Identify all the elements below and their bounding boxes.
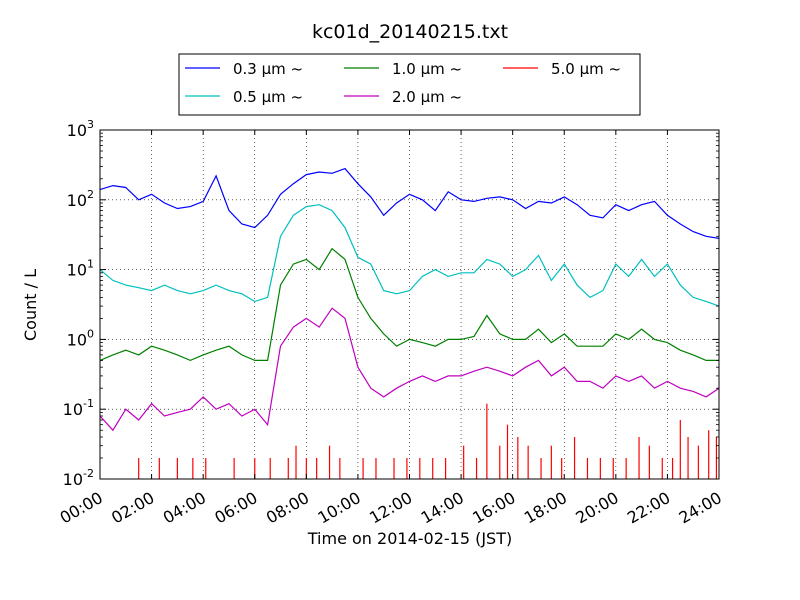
y-tick-label: 102 <box>67 188 94 210</box>
x-tick-label: 06:00 <box>211 488 260 528</box>
legend-label: 0.5 μm ~ <box>233 88 303 106</box>
legend-label: 5.0 μm ~ <box>551 60 621 78</box>
y-axis-label: Count / L <box>21 269 40 341</box>
y-tick-base: 10 <box>67 191 87 210</box>
y-tick-base: 10 <box>63 400 83 419</box>
legend-box <box>178 53 641 116</box>
x-tick-label: 10:00 <box>314 488 363 528</box>
plot-area <box>100 130 719 479</box>
y-tick-exponent: 1 <box>87 258 94 271</box>
legend-label: 2.0 μm ~ <box>392 88 462 106</box>
y-tick-base: 10 <box>67 261 87 280</box>
x-tick-label: 14:00 <box>418 488 467 528</box>
y-tick-exponent: 2 <box>87 188 94 201</box>
x-tick-label: 00:00 <box>57 488 106 528</box>
x-tick-label: 24:00 <box>676 488 725 528</box>
x-tick-label: 02:00 <box>108 488 157 528</box>
y-tick-label: 10-2 <box>63 467 94 489</box>
x-axis-label: Time on 2014-02-15 (JST) <box>307 529 512 548</box>
x-tick-label: 22:00 <box>624 488 673 528</box>
legend: 0.3 μm ~ 0.5 μm ~ 1.0 μm ~ 2.0 μm ~ 5.0 μm ~ <box>178 53 641 116</box>
y-tick-base: 10 <box>67 330 87 349</box>
chart-title: kc01d_20140215.txt <box>312 21 508 43</box>
x-tick-label: 04:00 <box>160 488 209 528</box>
series-group <box>99 167 720 479</box>
y-tick-exponent: -1 <box>83 397 94 410</box>
x-tick-label: 16:00 <box>469 488 518 528</box>
y-tick-exponent: 0 <box>87 327 94 340</box>
series-line-1 <box>99 204 720 307</box>
y-tick-exponent: -2 <box>83 467 94 480</box>
legend-label: 0.3 μm ~ <box>233 60 303 78</box>
legend-label: 1.0 μm ~ <box>392 60 462 78</box>
series-line-3 <box>99 307 720 432</box>
y-tick-base: 10 <box>67 121 87 140</box>
x-tick-label: 08:00 <box>263 488 312 528</box>
y-tick-label: 100 <box>67 327 94 349</box>
series-line-0 <box>99 167 720 239</box>
y-tick-base: 10 <box>63 470 83 489</box>
x-tick-label: 12:00 <box>366 488 415 528</box>
x-tick-label: 20:00 <box>572 488 621 528</box>
series-line-2 <box>99 247 719 362</box>
y-tick-label: 101 <box>67 258 94 280</box>
y-tick-exponent: 3 <box>87 118 94 131</box>
y-tick-label: 103 <box>67 118 94 140</box>
x-tick-label: 18:00 <box>521 488 570 528</box>
y-tick-label: 10-1 <box>63 397 94 419</box>
